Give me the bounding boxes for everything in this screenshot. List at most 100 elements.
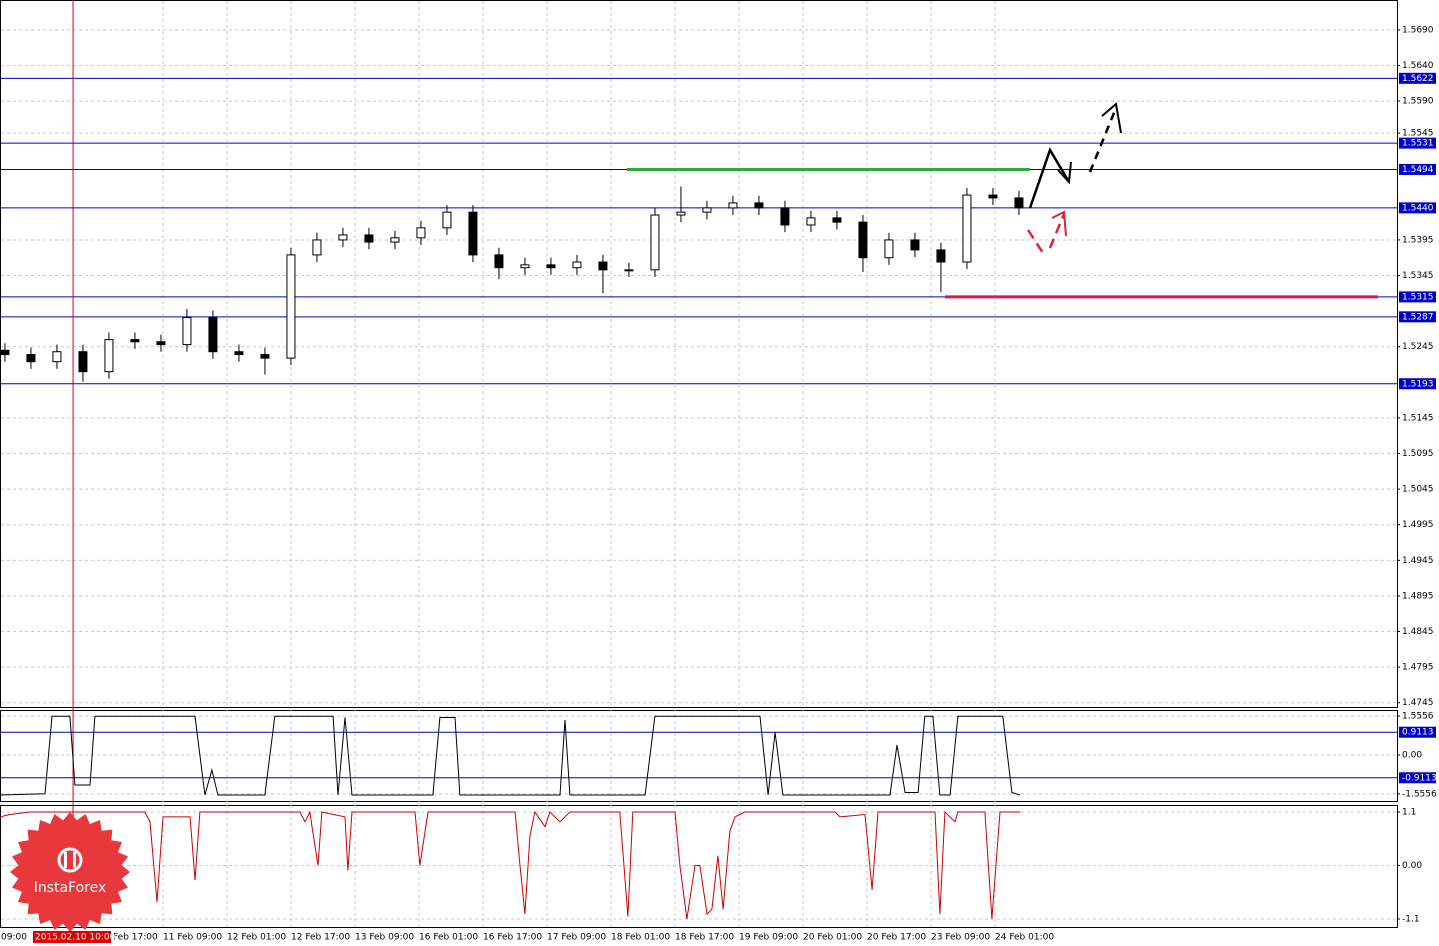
candle-body [26,354,36,363]
candle-body [702,207,712,213]
panels [0,0,1398,928]
forecast-path [1088,107,1118,173]
y-tick-label: 1.4745 [1402,698,1434,708]
x-tick-label: 20 Feb 17:00 [867,933,926,943]
level-label: 1.5531 [1402,139,1434,149]
y-tick-label: 1.5640 [1402,61,1434,71]
grid [1,1,1397,927]
level-label: 1.5494 [1402,165,1434,175]
logo: InstaForex [10,812,130,932]
candle-body [780,207,790,226]
forecast-path [1048,213,1066,249]
level-label-bg [1399,137,1436,149]
candle-body [52,351,62,363]
candle-body [104,339,114,373]
y-tick-label: 1.5345 [1402,271,1434,281]
x-tick-label: 20 Feb 01:00 [803,933,862,943]
x-tick-label: 19 Feb 09:00 [739,933,798,943]
x-tick-label: Feb 17:00 [113,933,158,943]
level-label: 1.5622 [1402,74,1434,84]
candle-body [130,339,140,343]
x-tick-label: 12 Feb 01:00 [227,933,286,943]
y-tick-label: 1.5556 [1402,712,1434,722]
oscillator-panel [0,805,1398,928]
arrow-head [1101,102,1122,134]
x-tick-label: 11 Feb 09:00 [163,933,222,943]
level-label-bg [1399,726,1436,738]
x-tick-label: 13 Feb 09:00 [355,933,414,943]
logo-text: InstaForex [34,880,107,896]
logo-icon [57,847,83,873]
candle-body [494,254,504,269]
y-tick-label: 1.1 [1402,808,1416,818]
x-tick-label: 18 Feb 01:00 [611,933,670,943]
candle-body [338,234,348,241]
level-label: 1.5193 [1402,379,1434,389]
x-tick-label: 18 Feb 17:00 [675,933,734,943]
cursor-label: 2015.02.10 10:00 [35,933,116,943]
forecast-path [1026,229,1047,257]
y-tick-label: 1.5045 [1402,485,1434,495]
forecast-path [1028,147,1071,209]
candle-body [312,239,322,256]
y-tick-label: 1.5690 [1402,25,1434,35]
oscillator-panel [0,710,1398,802]
y-tick-label: -1.5556 [1402,789,1437,799]
level-label-bg [1399,202,1436,214]
candle-body [520,264,530,269]
level-label: 1.5440 [1402,203,1434,213]
y-tick-label: 1.5245 [1402,342,1434,352]
y-tick-label: 1.4995 [1402,520,1434,530]
x-tick-label: 12 Feb 17:00 [291,933,350,943]
level-label-bg [1399,72,1436,84]
y-tick-label: 1.5395 [1402,235,1434,245]
candle-body [936,249,946,263]
candle-body [806,217,816,226]
main-panel [0,0,1398,708]
candle-body [728,202,738,209]
y-tick-label: 1.5095 [1402,449,1434,459]
level-label-bg [1399,772,1436,784]
level-label-bg [1399,291,1436,303]
candle-body [364,234,374,243]
candle-body [910,239,920,251]
candle-body [650,214,660,271]
y-tick-label: 0.00 [1402,861,1422,871]
cursor-label-bg [33,931,111,943]
y-tick-label: 1.5545 [1402,129,1434,139]
x-tick-label: 16 Feb 01:00 [419,933,478,943]
candle-body [442,211,452,229]
candle-body [962,194,972,263]
oscillator-line [0,810,1020,920]
candle-body [676,211,686,216]
candle-body [286,254,296,359]
y-tick-label: 1.4845 [1402,627,1434,637]
candle-body [156,341,166,346]
y-tick-label: 1.5590 [1402,97,1434,107]
x-tick-label: 24 Feb 01:00 [995,933,1054,943]
candle-body [260,354,270,359]
x-tick-label: 17 Feb 09:00 [547,933,606,943]
candle-body [858,221,868,259]
y-tick-label: -1.1 [1402,914,1420,924]
candle-body [624,269,634,272]
level-label-bg [1399,163,1436,175]
candle-body [598,261,608,271]
candle-body [208,317,218,353]
candle-body [546,264,556,269]
y-tick-label: 1.5145 [1402,413,1434,423]
y-tick-label: 1.4795 [1402,663,1434,673]
x-tick-label: 16 Feb 17:00 [483,933,542,943]
marks [0,0,1397,927]
candle-body [754,202,764,209]
logo-icon-ring [57,847,83,873]
candle-body [988,194,998,199]
candle-body [468,211,478,256]
level-label: 1.5315 [1402,292,1434,302]
candle-body [182,317,192,346]
level-label: 0.9113 [1402,728,1434,738]
candle-body [416,227,426,239]
arrow-head [1051,210,1067,237]
y-tick-label: 1.4945 [1402,556,1434,566]
candle-body [390,237,400,243]
